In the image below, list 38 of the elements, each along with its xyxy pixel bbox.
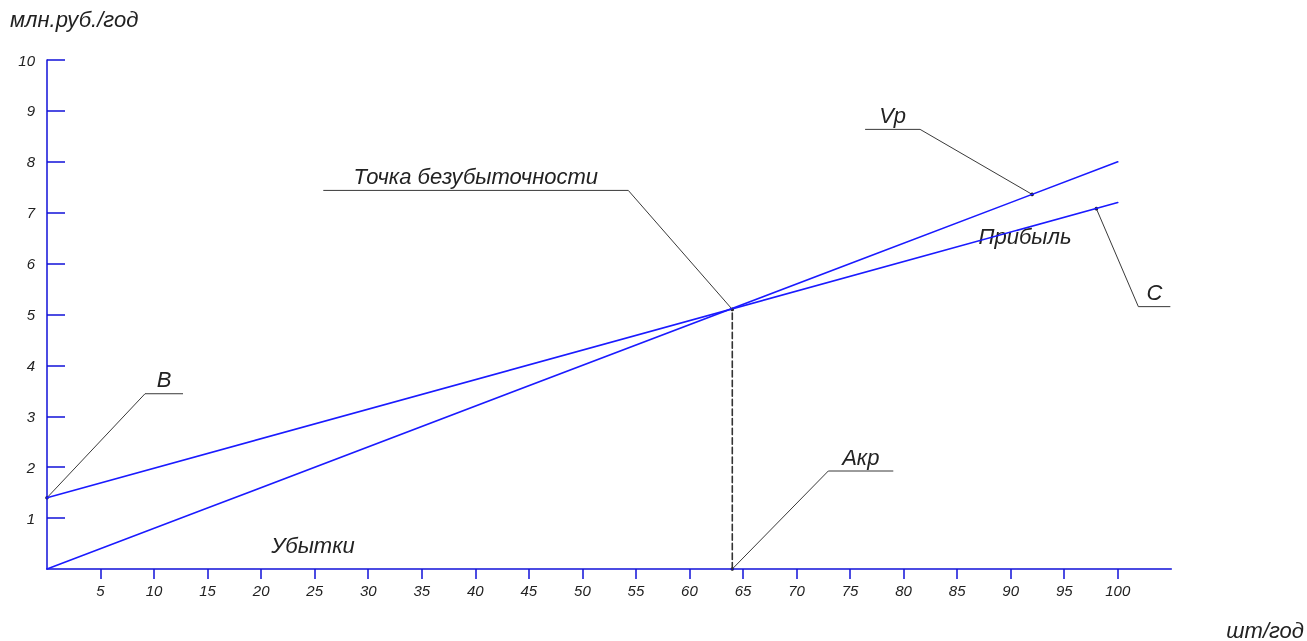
y-tick-label: 4 xyxy=(26,356,35,374)
y-tick-label: 2 xyxy=(25,458,36,476)
x-tick-label: 15 xyxy=(199,582,217,599)
annotation: Точка безубыточности xyxy=(353,163,599,189)
y-tick-label: 7 xyxy=(26,204,36,222)
x-tick-label: 20 xyxy=(251,582,271,599)
annotation: C xyxy=(1146,280,1163,306)
x-tick-label: 30 xyxy=(359,582,378,599)
x-tick-label: 80 xyxy=(895,582,913,599)
y-tick-label: 8 xyxy=(26,153,36,171)
x-tick-label: 65 xyxy=(734,582,752,599)
annotation: B xyxy=(156,367,172,393)
y-tick-label: 9 xyxy=(26,102,36,120)
annotation: Акр xyxy=(840,444,880,470)
x-tick-label: 70 xyxy=(788,582,806,599)
x-axis-title: шт/год xyxy=(1226,617,1304,641)
y-tick-label: 1 xyxy=(26,509,35,527)
x-tick-label: 5 xyxy=(96,582,106,599)
x-tick-label: 35 xyxy=(413,582,431,599)
y-tick-label: 10 xyxy=(18,51,36,69)
x-tick-label: 90 xyxy=(1002,582,1020,599)
x-tick-label: 100 xyxy=(1105,582,1131,599)
x-tick-label: 45 xyxy=(520,582,538,599)
x-tick-label: 25 xyxy=(305,582,324,599)
y-tick-label: 6 xyxy=(26,255,36,273)
x-tick-label: 55 xyxy=(627,582,645,599)
x-tick-label: 75 xyxy=(841,582,860,599)
x-tick-label: 60 xyxy=(681,582,699,599)
y-tick-label: 3 xyxy=(26,407,36,425)
x-tick-label: 85 xyxy=(948,582,967,599)
y-tick-label: 5 xyxy=(26,306,36,323)
x-tick-label: 95 xyxy=(1055,582,1074,599)
y-axis-title: млн.руб./год xyxy=(10,6,139,32)
x-tick-label: 40 xyxy=(466,582,485,599)
x-tick-label: 10 xyxy=(145,582,164,599)
annotation: Vp xyxy=(879,102,907,128)
x-tick-label: 50 xyxy=(574,582,592,599)
annotation: Убытки xyxy=(270,532,355,558)
